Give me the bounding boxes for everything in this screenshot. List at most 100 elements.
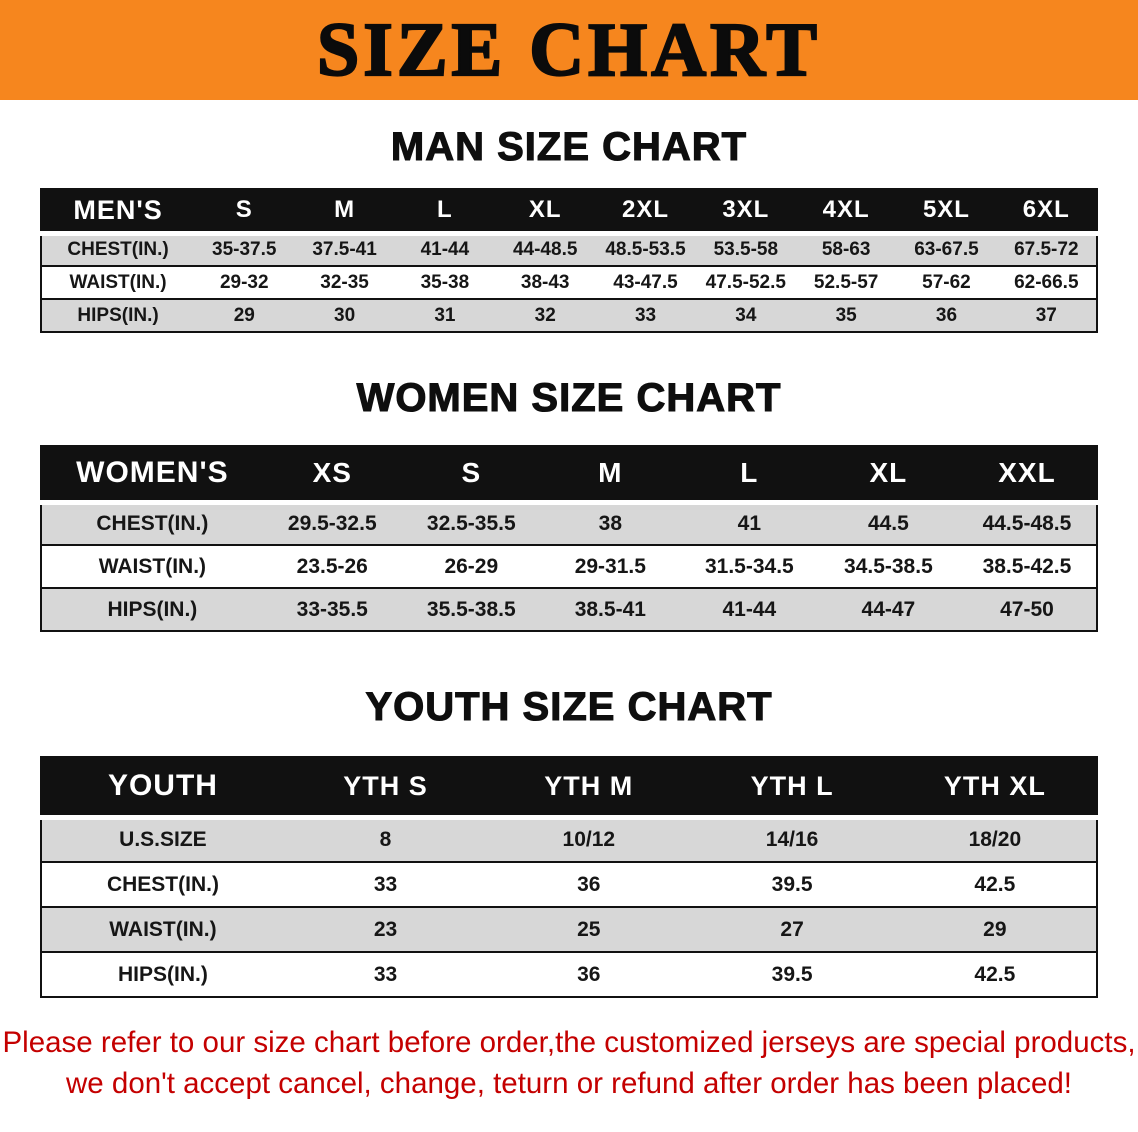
size-header-cell: L (679, 446, 819, 505)
size-chart-banner: SIZE CHART (0, 0, 1138, 100)
row-label-cell: WAIST(IN.) (69, 271, 167, 293)
size-value-cell: 38.5-42.5 (982, 554, 1072, 578)
size-value-cell: 47-50 (1000, 597, 1054, 621)
row-label-cell: HIPS(IN.) (107, 597, 198, 621)
measurement-row: U.S.SIZE 8 10/12 14/16 18/20 (41, 817, 1097, 862)
size-value-cell: 38 (598, 512, 622, 536)
size-value-cell: 32.5-35.5 (426, 512, 516, 536)
size-header-cell: M (294, 189, 395, 236)
measurement-row: HIPS(IN.) 33-35.5 35.5-38.5 38.5-41 41-44 44-… (41, 588, 1097, 631)
size-value-cell: 33 (634, 304, 657, 326)
size-value-cell: 47.5-52.5 (705, 271, 786, 293)
size-value-cell: 44-48.5 (512, 239, 578, 261)
size-value-cell: 23 (373, 917, 398, 941)
size-header-cell: YTH XL (893, 757, 1097, 820)
size-value-cell: 18/20 (968, 828, 1022, 852)
row-label-cell: HIPS(IN.) (77, 304, 159, 326)
size-value-cell: 36 (935, 304, 958, 326)
row-label-cell: CHEST(IN.) (96, 512, 209, 536)
size-header-cell: 2XL (595, 189, 696, 236)
size-value-cell: 42.5 (974, 872, 1016, 896)
size-value-cell: 44-47 (861, 597, 916, 621)
measurement-row: WAIST(IN.) 23 25 27 29 (41, 907, 1097, 952)
size-header-cell: L (394, 189, 496, 236)
size-value-cell: 38-43 (520, 271, 570, 293)
footer-line-2: we don't accept cancel, change, teturn o… (66, 1066, 1072, 1100)
size-value-cell: 10/12 (562, 828, 616, 852)
size-value-cell: 29 (233, 304, 255, 326)
size-header-cell: YTH S (283, 757, 488, 820)
size-value-cell: 42.5 (974, 962, 1016, 986)
row-label-cell: U.S.SIZE (119, 828, 207, 852)
size-value-cell: 41-44 (420, 239, 470, 261)
size-value-cell: 34.5-38.5 (844, 554, 933, 578)
size-header-cell: 6XL (996, 189, 1097, 236)
size-value-cell: 36 (577, 872, 601, 896)
size-value-cell: 35 (835, 304, 857, 326)
size-value-cell: 31 (434, 304, 456, 326)
size-header-cell: XS (262, 446, 402, 505)
size-value-cell: 23.5-26 (296, 554, 368, 578)
youth-section-heading: YOUTH SIZE CHART (365, 684, 773, 729)
size-value-cell: 31.5-34.5 (704, 554, 794, 578)
size-value-cell: 32-35 (320, 271, 369, 293)
size-header-cell: YTH M (487, 757, 691, 820)
size-value-cell: 29.5-32.5 (287, 512, 377, 536)
size-value-cell: 33 (373, 962, 398, 986)
size-value-cell: 29 (983, 917, 1007, 941)
size-value-cell: 14/16 (765, 828, 819, 852)
size-header-cell: XL (495, 189, 596, 236)
size-header-cell: M (540, 446, 680, 505)
row-label-cell: CHEST(IN.) (67, 239, 169, 261)
youth-size-table: YOUTH YTH S YTH M YTH L YTH XL U.S.SIZE 8 10/12… (40, 756, 1098, 998)
size-value-cell: 33 (373, 872, 398, 896)
size-header-cell: 3XL (695, 189, 796, 236)
row-label-cell: WAIST(IN.) (109, 917, 217, 941)
size-header-cell: S (401, 446, 541, 505)
size-value-cell: 39.5 (771, 872, 813, 896)
size-value-cell: 27 (780, 917, 804, 941)
size-value-cell: 35-38 (420, 271, 470, 293)
size-header-cell: S (194, 189, 295, 236)
size-value-cell: 44.5-48.5 (982, 512, 1072, 536)
size-value-cell: 39.5 (771, 962, 813, 986)
size-value-cell: 37.5-41 (312, 239, 377, 261)
size-value-cell: 35-37.5 (212, 239, 277, 261)
size-value-cell: 63-67.5 (914, 239, 979, 261)
size-value-cell: 34 (735, 304, 757, 326)
size-value-cell: 58-63 (821, 239, 871, 261)
size-header-cell: 5XL (896, 189, 997, 236)
footer-note: Please refer to our size chart before or… (0, 1024, 1138, 1104)
size-value-cell: 67.5-72 (1014, 239, 1079, 261)
footer-line-1: Please refer to our size chart before or… (2, 1026, 1136, 1059)
measurement-row: CHEST(IN.) 33 36 39.5 42.5 (41, 862, 1097, 907)
size-value-cell: 32 (534, 304, 556, 326)
women-size-table: WOMEN'S XS S M L XL XXL CHEST(IN.) 29.5-32.5 32.5… (40, 445, 1098, 632)
size-value-cell: 62-66.5 (1014, 271, 1079, 293)
table-title-cell: WOMEN'S (41, 446, 263, 505)
size-value-cell: 44.5 (867, 512, 909, 536)
size-value-cell: 25 (577, 917, 601, 941)
banner-title: SIZE CHART (316, 8, 821, 92)
men-size-table: MEN'S S M L XL 2XL 3XL 4XL 5XL 6XL CHEST(IN.) 35-37… (40, 188, 1098, 333)
size-value-cell: 52.5-57 (813, 271, 879, 293)
size-value-cell: 41 (737, 512, 762, 536)
man-section-heading: MAN SIZE CHART (390, 124, 748, 169)
size-value-cell: 53.5-58 (713, 239, 779, 261)
women-section-heading: WOMEN SIZE CHART (356, 375, 782, 420)
size-value-cell: 26-29 (444, 554, 499, 578)
row-label-cell: WAIST(IN.) (98, 554, 207, 578)
size-value-cell: 8 (379, 828, 392, 852)
size-header-cell: YTH L (690, 757, 894, 820)
measurement-row: WAIST(IN.) 29-32 32-35 35-38 38-43 43-47.5 47.… (41, 266, 1097, 299)
measurement-row: CHEST(IN.) 35-37.5 37.5-41 41-44 44-48.5 48.5… (41, 233, 1097, 266)
women-size-section: WOMEN SIZE CHART WOMEN'S XS S M L XL XXL CHEST(… (0, 375, 1138, 632)
size-value-cell: 30 (334, 304, 356, 326)
table-header-row: WOMEN'S XS S M L XL XXL (41, 446, 1097, 505)
row-label-cell: CHEST(IN.) (106, 872, 219, 896)
size-value-cell: 36 (577, 962, 601, 986)
row-label-cell: HIPS(IN.) (118, 962, 208, 986)
size-value-cell: 29-32 (219, 271, 269, 293)
size-value-cell: 35.5-38.5 (426, 597, 516, 621)
size-header-cell: 4XL (795, 189, 897, 236)
